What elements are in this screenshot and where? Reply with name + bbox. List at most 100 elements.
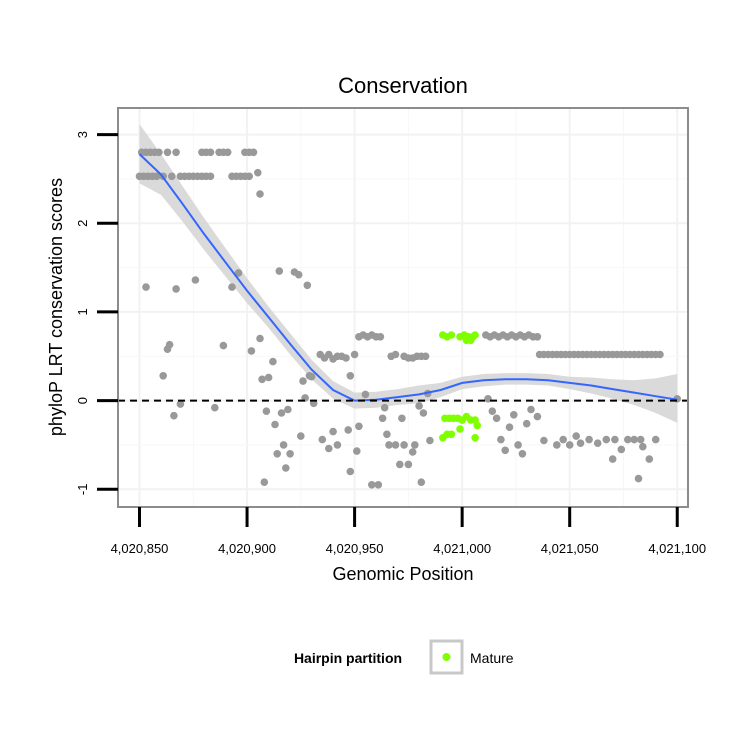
other-point (219, 341, 228, 350)
scatter-points (135, 148, 681, 489)
other-point (527, 405, 535, 414)
other-point (318, 435, 327, 444)
mature-point (471, 331, 479, 339)
legend-label-mature: Mature (470, 650, 514, 666)
other-point (307, 372, 316, 381)
other-point (262, 407, 271, 416)
other-point (277, 409, 286, 417)
other-point (353, 447, 361, 455)
other-point (421, 352, 430, 361)
other-point (415, 402, 423, 410)
other-point (165, 340, 174, 349)
other-point (282, 464, 290, 472)
other-point (400, 441, 408, 449)
other-point (411, 441, 419, 449)
other-point (374, 481, 383, 489)
other-point (492, 414, 501, 423)
other-point (617, 445, 626, 454)
other-point (391, 441, 400, 449)
legend-key-mature-point (442, 653, 451, 661)
other-point (559, 435, 567, 444)
other-point (383, 430, 391, 439)
other-point (576, 439, 585, 448)
other-point (142, 283, 150, 291)
chart-title: Conservation (338, 73, 468, 98)
other-point (191, 276, 200, 284)
other-point (518, 450, 527, 458)
other-point (593, 439, 602, 448)
other-point (426, 436, 434, 445)
other-point (253, 168, 262, 177)
y-axis-title: phyloP LRT conservation scores (46, 178, 66, 436)
other-point (391, 350, 400, 359)
other-point (639, 442, 647, 451)
legend: Hairpin partition Mature (294, 639, 514, 675)
other-point (176, 400, 185, 408)
other-point (398, 414, 406, 423)
other-point (608, 455, 617, 463)
confidence-ribbon-layer (139, 124, 678, 423)
other-point (325, 444, 333, 453)
other-point (275, 267, 284, 275)
other-point (634, 474, 643, 483)
other-point (211, 403, 219, 412)
other-point (565, 441, 574, 449)
x-tick-label: 4,020,900 (218, 541, 276, 556)
other-point (497, 435, 505, 444)
other-point (553, 441, 561, 449)
other-point (645, 455, 654, 463)
other-point (269, 357, 277, 366)
y-tick-label: 1 (75, 308, 90, 315)
other-point (342, 354, 350, 362)
other-point (172, 285, 180, 293)
y-tick-label: 2 (75, 220, 90, 227)
other-point (630, 435, 638, 444)
other-point (303, 281, 312, 290)
legend-title: Hairpin partition (294, 650, 402, 666)
other-point (417, 478, 426, 487)
other-point (624, 435, 632, 444)
mature-point (471, 434, 479, 442)
y-tick-label: -1 (75, 484, 90, 496)
other-point (206, 148, 215, 157)
other-point (368, 481, 376, 489)
smooth-fit-line (138, 153, 678, 402)
other-point (333, 441, 342, 449)
other-point (488, 407, 497, 416)
other-point (350, 350, 359, 359)
other-point (651, 435, 660, 444)
y-tick-label: 3 (75, 131, 90, 138)
other-point (376, 333, 385, 341)
plot-panel-border (117, 107, 689, 508)
other-point (329, 427, 337, 436)
other-point (264, 373, 273, 382)
other-point (256, 190, 264, 198)
other-point (540, 436, 548, 445)
other-point (505, 423, 514, 432)
other-point (380, 403, 389, 412)
other-point (245, 172, 253, 181)
x-tick-label: 4,020,850 (111, 541, 169, 556)
other-point (170, 411, 178, 420)
other-point (396, 460, 404, 469)
other-point (611, 435, 619, 444)
other-point (234, 269, 243, 277)
mature-point (456, 425, 464, 433)
other-point (258, 375, 266, 384)
other-point (260, 478, 269, 487)
x-tick-label: 4,021,050 (541, 541, 599, 556)
other-point (271, 420, 279, 429)
other-point (572, 432, 580, 440)
other-point (206, 172, 215, 181)
other-point (286, 450, 294, 458)
other-point (346, 467, 355, 476)
other-point (228, 283, 236, 291)
other-point (355, 422, 363, 431)
other-point (501, 446, 510, 455)
y-tick-label: 0 (75, 397, 90, 404)
other-point (484, 395, 492, 403)
smooth-line-layer (138, 153, 678, 402)
mature-point (447, 331, 456, 339)
other-point (155, 148, 163, 157)
other-point (168, 172, 176, 181)
